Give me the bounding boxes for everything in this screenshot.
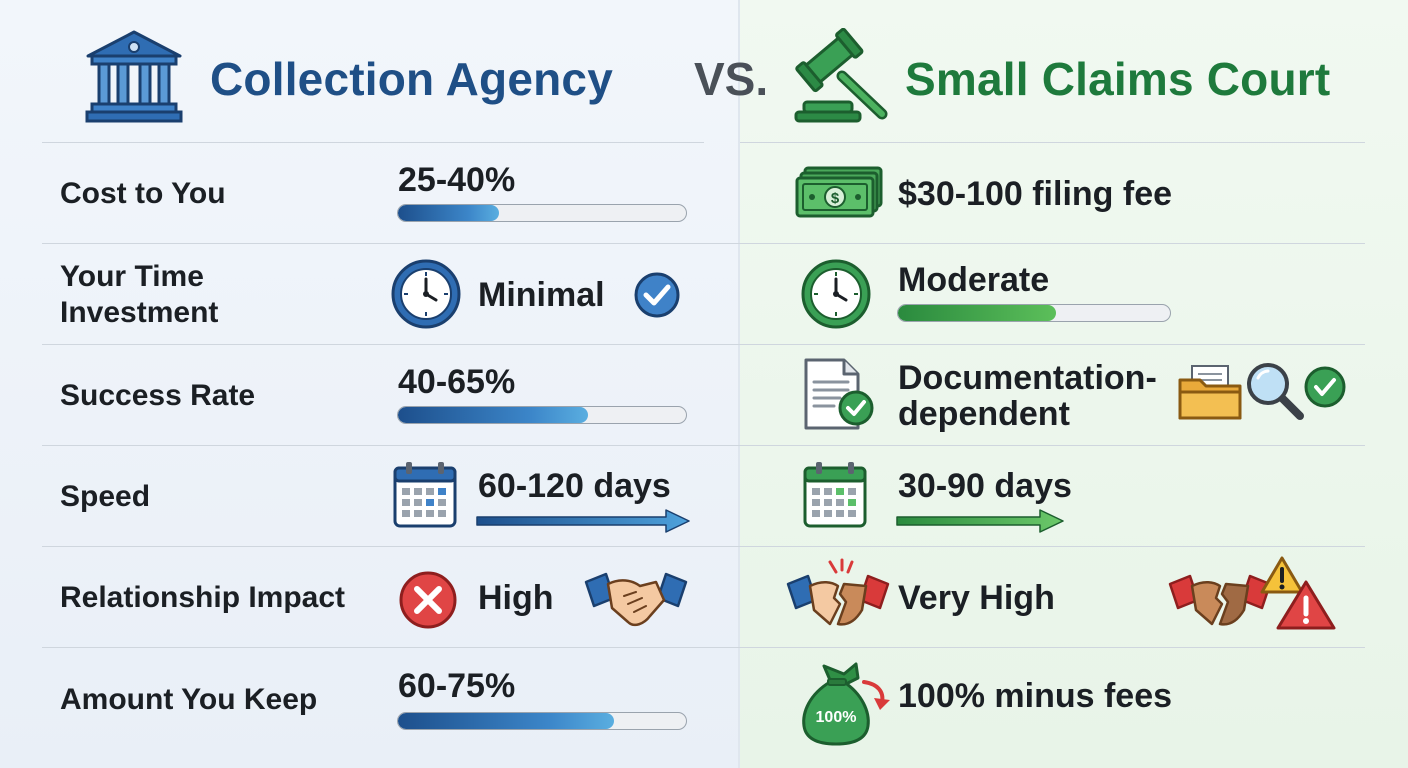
court-time-bar <box>897 304 1171 322</box>
court-time-bar-fill <box>898 305 1056 321</box>
row-divider <box>42 142 704 143</box>
agency-time-value: Minimal <box>478 276 605 314</box>
court-relationship-value: Very High <box>898 579 1055 617</box>
court-time-value: Moderate <box>898 261 1050 299</box>
agency-amount-bar-fill <box>398 713 614 729</box>
document-check-icon <box>800 356 876 432</box>
check-circle-icon <box>1304 366 1346 408</box>
bag-label: 100% <box>816 709 857 726</box>
gavel-icon <box>790 28 890 124</box>
agency-amount-bar <box>397 712 687 730</box>
agency-success-bar <box>397 406 687 424</box>
agency-success-value: 40-65% <box>398 363 516 401</box>
row-label-time-line1: Your Time <box>60 260 204 293</box>
court-speed-arrow <box>896 508 1066 534</box>
agency-cost-bar <box>397 204 687 222</box>
calendar-icon <box>802 460 868 530</box>
folder-icon <box>1178 362 1242 422</box>
money-bag-icon: 100% <box>800 660 892 746</box>
agency-speed-arrow <box>476 508 692 534</box>
row-divider <box>740 142 1365 143</box>
row-divider <box>42 344 1365 345</box>
court-cost-value: $30-100 filing fee <box>898 175 1173 213</box>
agency-amount-value: 60-75% <box>398 667 516 705</box>
row-label-time-line2: Investment <box>60 296 219 329</box>
broken-handshake-icon <box>786 558 890 634</box>
row-label-success: Success Rate <box>60 379 256 412</box>
agency-cost-bar-fill <box>398 205 499 221</box>
row-divider <box>42 243 1365 244</box>
x-circle-icon <box>398 570 458 630</box>
row-label-amount: Amount You Keep <box>60 683 318 716</box>
vs-label: VS. <box>694 53 769 105</box>
bank-building-icon <box>84 28 184 124</box>
panel-divider <box>738 0 740 768</box>
row-divider <box>42 445 1365 446</box>
calendar-icon <box>392 460 458 530</box>
row-label-speed: Speed <box>60 480 151 513</box>
court-speed-value: 30-90 days <box>898 467 1072 505</box>
agency-title: Collection Agency <box>210 53 613 105</box>
court-success-value-line1: Documentation- <box>898 359 1157 397</box>
money-stack-icon: $ <box>795 166 885 220</box>
court-title: Small Claims Court <box>905 53 1331 105</box>
agency-speed-value: 60-120 days <box>478 467 671 505</box>
agency-success-bar-fill <box>398 407 589 423</box>
warning-icon <box>1258 556 1338 632</box>
court-amount-value: 100% minus fees <box>898 677 1173 715</box>
magnifier-icon <box>1244 360 1306 422</box>
check-circle-icon <box>634 272 680 318</box>
court-success-value-line2: dependent <box>898 395 1070 433</box>
agency-cost-value: 25-40% <box>398 161 516 199</box>
row-label-cost: Cost to You <box>60 177 226 210</box>
svg-text:$: $ <box>831 190 840 207</box>
row-divider <box>42 546 1365 547</box>
handshake-icon <box>584 568 688 632</box>
clock-icon <box>800 258 872 330</box>
row-divider <box>42 647 1365 648</box>
agency-relationship-value: High <box>478 579 554 617</box>
broken-handshake-icon <box>1168 558 1272 634</box>
clock-icon <box>390 258 462 330</box>
row-label-relationship: Relationship Impact <box>60 581 346 614</box>
agency-panel <box>0 0 739 768</box>
